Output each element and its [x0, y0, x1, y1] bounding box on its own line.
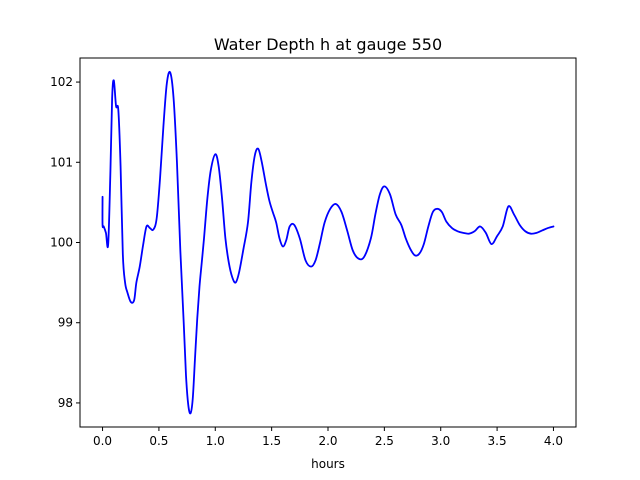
x-axis-label: hours — [311, 457, 345, 471]
plot-area — [101, 70, 555, 415]
x-tick-label: 1.5 — [262, 434, 281, 448]
y-tick-label: 102 — [50, 75, 73, 89]
x-tick-label: 3.5 — [488, 434, 507, 448]
x-tick-label: 0.0 — [93, 434, 112, 448]
series-line-0 — [101, 70, 555, 415]
chart-title: Water Depth h at gauge 550 — [214, 35, 442, 54]
y-tick-label: 101 — [50, 155, 73, 169]
y-axis: 98 99 100 101 102 — [50, 75, 80, 410]
x-tick-label: 2.5 — [375, 434, 394, 448]
y-tick-label: 100 — [50, 236, 73, 250]
y-tick-label: 98 — [58, 396, 73, 410]
x-tick-label: 1.0 — [206, 434, 225, 448]
y-tick-label: 99 — [58, 316, 73, 330]
x-tick-label: 0.5 — [149, 434, 168, 448]
x-tick-label: 3.0 — [431, 434, 450, 448]
x-axis: 0.0 0.5 1.0 1.5 2.0 2.5 3.0 3.5 4.0 — [93, 427, 563, 448]
x-tick-label: 2.0 — [318, 434, 337, 448]
x-tick-label: 4.0 — [544, 434, 563, 448]
axes-frame — [79, 57, 577, 428]
